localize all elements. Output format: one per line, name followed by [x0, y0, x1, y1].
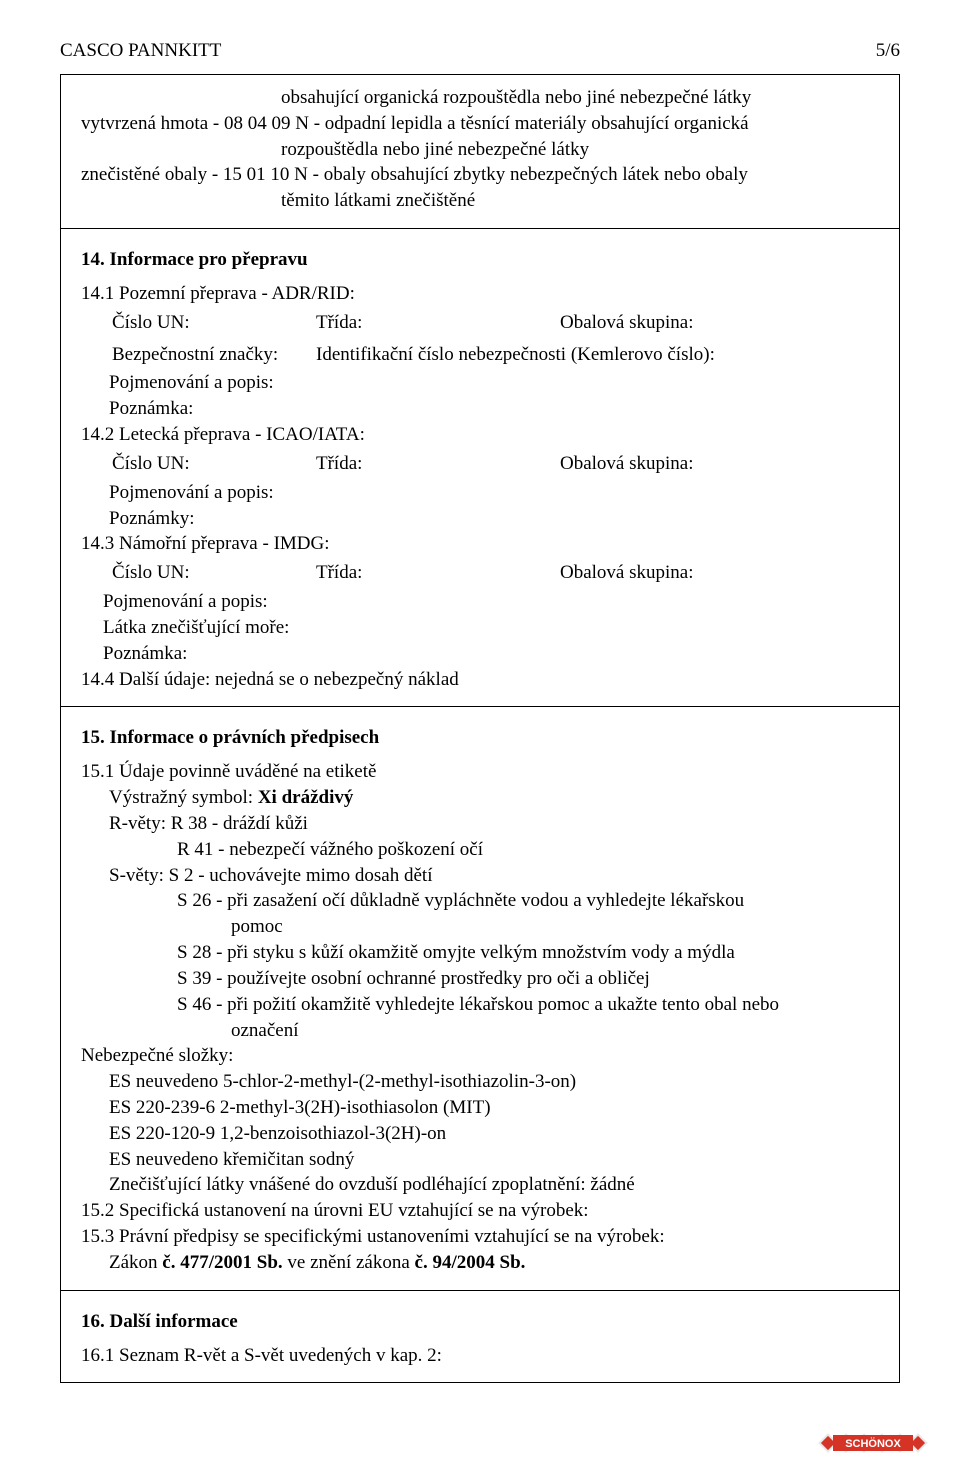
s15-warn-symbol: Výstražný symbol: Xi dráždivý: [81, 785, 885, 811]
section-16: 16. Další informace 16.1 Seznam R-vět a …: [61, 1291, 899, 1383]
s15-s39: S 39 - používejte osobní ochranné prostř…: [81, 966, 885, 992]
section-13-remainder: obsahující organická rozpouštědla nebo j…: [61, 75, 899, 229]
packing-group-label-2: Obalová skupina:: [559, 450, 883, 478]
s15-1: 15.1 Údaje povinně uváděné na etiketě: [81, 759, 885, 785]
safety-signs-label: Bezpečnostní značky:: [111, 341, 313, 369]
law-2: č. 94/2004 Sb.: [415, 1252, 526, 1273]
s16-1: 16.1 Seznam R-vět a S-vět uvedených v ka…: [81, 1343, 885, 1369]
s14-2-row1: Číslo UN: Třída: Obalová skupina:: [81, 448, 885, 480]
s14-4: 14.4 Další údaje: nejedná se o nebezpečn…: [81, 667, 885, 693]
s14-3-note: Poznámka:: [81, 641, 885, 667]
logo-text: SCHÖNOX: [845, 1437, 901, 1450]
s15-s28: S 28 - při styku s kůží okamžitě omyjte …: [81, 940, 885, 966]
s14-2-naming: Pojmenování a popis:: [81, 480, 885, 506]
s14-1-naming: Pojmenování a popis:: [81, 370, 885, 396]
s15-law: Zákon č. 477/2001 Sb. ve znění zákona č.…: [81, 1250, 885, 1276]
waste-line-1: obsahující organická rozpouštědla nebo j…: [81, 85, 885, 111]
s14-3-naming: Pojmenování a popis:: [81, 589, 885, 615]
section-14: 14. Informace pro přepravu 14.1 Pozemní …: [61, 229, 899, 707]
s14-2-notes: Poznámky:: [81, 506, 885, 532]
packing-group-label: Obalová skupina:: [559, 309, 883, 337]
s15-s2: S-věty: S 2 - uchovávejte mimo dosah dět…: [81, 863, 885, 889]
s14-3-title: 14.3 Námořní přeprava - IMDG:: [81, 531, 885, 557]
s15-air-poll: Znečišťující látky vnášené do ovzduší po…: [81, 1172, 885, 1198]
s15-es3: ES 220-120-9 1,2-benzoisothiazol-3(2H)-o…: [81, 1121, 885, 1147]
law-mid: ve znění zákona: [283, 1252, 415, 1273]
doc-title: CASCO PANNKITT: [60, 40, 221, 62]
section-14-heading: 14. Informace pro přepravu: [81, 247, 885, 273]
document-page: CASCO PANNKITT 5/6 obsahující organická …: [0, 0, 960, 1481]
waste-line-2: vytvrzená hmota - 08 04 09 N - odpadní l…: [81, 111, 885, 137]
content-frame: obsahující organická rozpouštědla nebo j…: [60, 74, 900, 1383]
s15-s46: S 46 - při požití okamžitě vyhledejte lé…: [81, 992, 885, 1018]
un-number-label-3: Číslo UN:: [111, 559, 313, 587]
schonox-logo: SCHÖNOX: [818, 1423, 928, 1463]
s15-es4: ES neuvedeno křemičitan sodný: [81, 1147, 885, 1173]
class-label-2: Třída:: [315, 450, 557, 478]
s15-r38: R-věty: R 38 - dráždí kůži: [81, 811, 885, 837]
section-15: 15. Informace o právních předpisech 15.1…: [61, 707, 899, 1290]
warn-symbol-label: Výstražný symbol:: [109, 787, 258, 808]
section-16-heading: 16. Další informace: [81, 1309, 885, 1335]
waste-line-4: znečistěné obaly - 15 01 10 N - obaly ob…: [81, 162, 885, 188]
s14-1-row2: Bezpečnostní značky: Identifikační číslo…: [81, 339, 885, 371]
s15-es1: ES neuvedeno 5-chlor-2-methyl-(2-methyl-…: [81, 1069, 885, 1095]
un-number-label: Číslo UN:: [111, 309, 313, 337]
s14-1-title: 14.1 Pozemní přeprava - ADR/RID:: [81, 281, 885, 307]
s15-r41: R 41 - nebezpečí vážného poškození očí: [81, 837, 885, 863]
law-1: č. 477/2001 Sb.: [162, 1252, 282, 1273]
s15-2: 15.2 Specifická ustanovení na úrovni EU …: [81, 1198, 885, 1224]
s15-s26b: pomoc: [81, 914, 885, 940]
s15-es2: ES 220-239-6 2-methyl-3(2H)-isothiasolon…: [81, 1095, 885, 1121]
warn-symbol-value: Xi dráždivý: [258, 787, 354, 808]
class-label: Třída:: [315, 309, 557, 337]
s14-1-note: Poznámka:: [81, 396, 885, 422]
packing-group-label-3: Obalová skupina:: [559, 559, 883, 587]
s14-1-row1: Číslo UN: Třída: Obalová skupina:: [81, 307, 885, 339]
s15-3: 15.3 Právní předpisy se specifickými ust…: [81, 1224, 885, 1250]
page-number: 5/6: [876, 40, 900, 62]
s15-haz-heading: Nebezpečné složky:: [81, 1043, 885, 1069]
section-15-heading: 15. Informace o právních předpisech: [81, 725, 885, 751]
un-number-label-2: Číslo UN:: [111, 450, 313, 478]
s15-s46b: označení: [81, 1018, 885, 1044]
page-header: CASCO PANNKITT 5/6: [60, 40, 900, 62]
waste-line-5: těmito látkami znečištěné: [81, 188, 885, 214]
waste-line-3: rozpouštědla nebo jiné nebezpečné látky: [81, 137, 885, 163]
s14-2-title: 14.2 Letecká přeprava - ICAO/IATA:: [81, 422, 885, 448]
s14-3-row1: Číslo UN: Třída: Obalová skupina:: [81, 557, 885, 589]
law-prefix: Zákon: [109, 1252, 162, 1273]
class-label-3: Třída:: [315, 559, 557, 587]
s15-s26: S 26 - při zasažení očí důkladně vyplách…: [81, 888, 885, 914]
s14-3-pollutant: Látka znečišťující moře:: [81, 615, 885, 641]
kemler-label: Identifikační číslo nebezpečnosti (Kemle…: [315, 341, 883, 369]
